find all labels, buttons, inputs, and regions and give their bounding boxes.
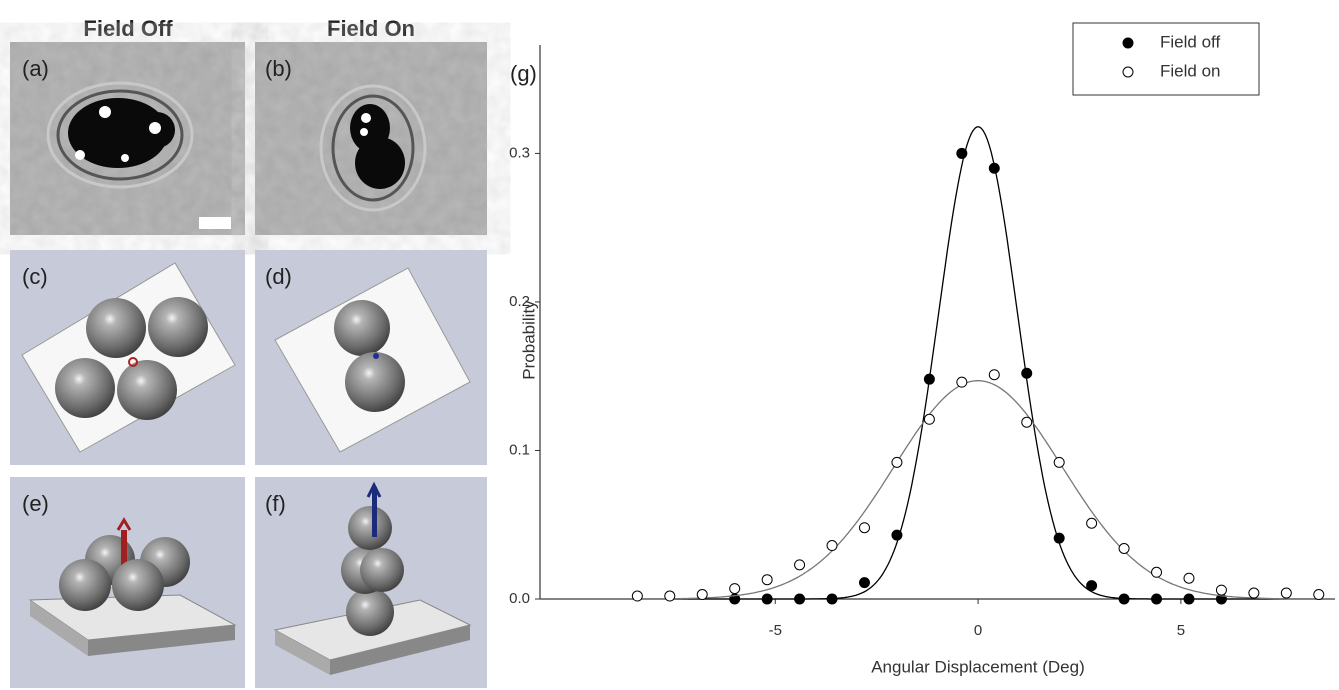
- legend-marker: [1123, 67, 1133, 77]
- data-point: [1054, 457, 1064, 467]
- y-tick-label: 0.1: [509, 441, 530, 458]
- y-tick-label: 0.3: [509, 144, 530, 161]
- panel-label: (e): [22, 491, 49, 516]
- fit-curve: [540, 127, 1335, 599]
- data-point: [730, 584, 740, 594]
- data-point: [1152, 567, 1162, 577]
- x-tick-label: 0: [974, 622, 982, 639]
- data-point: [1119, 544, 1129, 554]
- panel-label: (a): [22, 56, 49, 81]
- data-point: [1216, 585, 1226, 595]
- data-point: [1314, 590, 1324, 600]
- data-point: [1022, 368, 1032, 378]
- data-point: [1249, 588, 1259, 598]
- figure: Field Off Field On: [0, 0, 1339, 690]
- panel-label: (b): [265, 56, 292, 81]
- legend-marker: [1123, 38, 1133, 48]
- data-point: [1184, 573, 1194, 583]
- panel-label: (c): [22, 264, 48, 289]
- data-point: [957, 377, 967, 387]
- data-point: [989, 163, 999, 173]
- x-tick-label: -5: [769, 622, 782, 639]
- legend-label: Field off: [1160, 32, 1220, 51]
- x-axis-label: Angular Displacement (Deg): [871, 657, 1085, 676]
- data-point: [1281, 588, 1291, 598]
- data-point: [665, 591, 675, 601]
- panel-label: (f): [265, 491, 286, 516]
- panel-label: (g): [510, 61, 537, 86]
- panel-header: Field Off: [83, 16, 173, 41]
- data-point: [827, 541, 837, 551]
- data-point: [795, 594, 805, 604]
- data-point: [1087, 581, 1097, 591]
- y-axis-label: Probability: [519, 300, 538, 380]
- data-point: [1054, 533, 1064, 543]
- data-point: [762, 575, 772, 585]
- panel-label: (d): [265, 264, 292, 289]
- data-point: [1184, 594, 1194, 604]
- panel-header: Field On: [327, 16, 415, 41]
- data-point: [892, 530, 902, 540]
- data-point: [859, 578, 869, 588]
- data-point: [989, 370, 999, 380]
- data-point: [892, 457, 902, 467]
- data-point: [762, 594, 772, 604]
- data-point: [632, 591, 642, 601]
- data-point: [1022, 417, 1032, 427]
- y-tick-label: 0.2: [509, 293, 530, 310]
- data-point: [697, 590, 707, 600]
- data-point: [924, 414, 934, 424]
- data-point: [1087, 518, 1097, 528]
- y-tick-label: 0.0: [509, 590, 530, 607]
- data-point: [957, 148, 967, 158]
- render: [255, 477, 487, 688]
- data-point: [1119, 594, 1129, 604]
- fit-curve: [540, 381, 1335, 599]
- data-point: [827, 594, 837, 604]
- x-tick-label: 5: [1177, 622, 1185, 639]
- data-point: [795, 560, 805, 570]
- data-point: [1152, 594, 1162, 604]
- legend-label: Field on: [1160, 61, 1220, 80]
- data-point: [924, 374, 934, 384]
- data-point: [859, 523, 869, 533]
